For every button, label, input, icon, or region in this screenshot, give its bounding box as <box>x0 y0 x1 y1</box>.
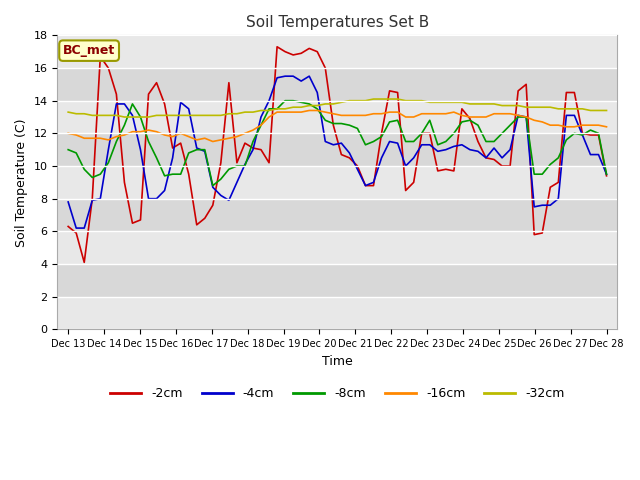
Text: BC_met: BC_met <box>63 44 115 57</box>
Bar <box>58 68 618 101</box>
Y-axis label: Soil Temperature (C): Soil Temperature (C) <box>15 118 28 247</box>
Bar <box>58 133 618 166</box>
Title: Soil Temperatures Set B: Soil Temperatures Set B <box>246 15 429 30</box>
Bar <box>58 101 618 133</box>
Bar <box>58 36 618 68</box>
Legend: -2cm, -4cm, -8cm, -16cm, -32cm: -2cm, -4cm, -8cm, -16cm, -32cm <box>105 383 570 406</box>
Bar <box>58 264 618 297</box>
Bar <box>58 166 618 199</box>
X-axis label: Time: Time <box>322 355 353 368</box>
Bar <box>58 297 618 329</box>
Bar <box>58 199 618 231</box>
Bar <box>58 231 618 264</box>
